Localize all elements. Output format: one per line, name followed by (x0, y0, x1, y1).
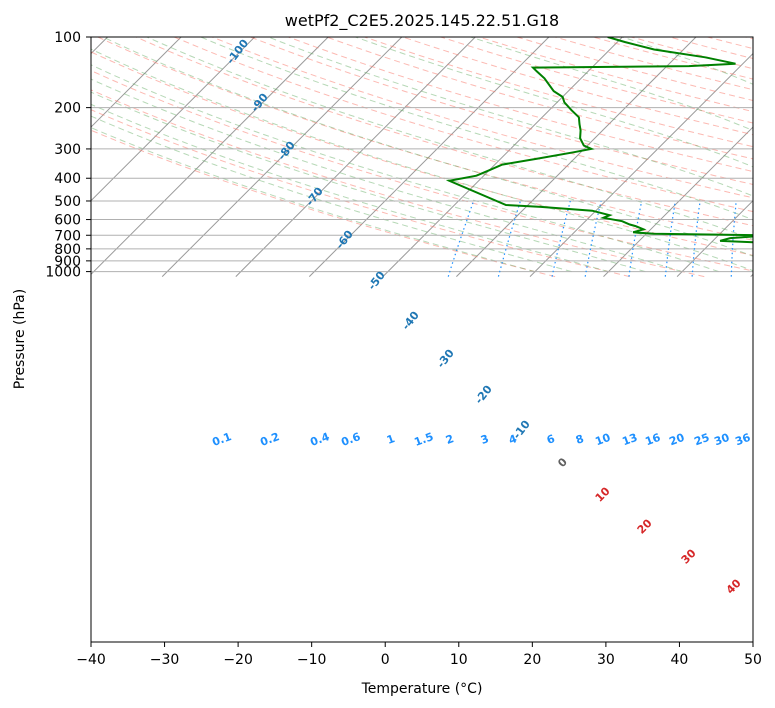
isotherm-line (91, 37, 256, 202)
isotherm-line (91, 37, 329, 276)
moist-adiabat-line (200, 37, 753, 221)
mixing-ratio-label: 6 (545, 432, 557, 447)
moist-adiabat-line (91, 64, 719, 273)
moist-adiabat-line (91, 78, 683, 273)
isotherm-line (235, 37, 476, 277)
mixing-ratio-line (691, 200, 701, 277)
dry-adiabat-line (364, 37, 753, 148)
x-tick-label: 20 (523, 652, 541, 668)
y-tick-label: 700 (54, 228, 81, 244)
x-tick-label: 10 (450, 652, 468, 668)
dry-adiabat-line (91, 89, 705, 278)
mixing-ratio-line (664, 200, 676, 277)
x-tick-label: −10 (297, 652, 327, 668)
isotherm-line (161, 37, 403, 277)
mixing-ratio-label: 2 (444, 432, 456, 447)
dry-adiabat-line (250, 37, 753, 185)
mixing-ratio-label: 8 (574, 432, 586, 447)
mixing-ratio-label: 13 (620, 431, 639, 448)
mixing-ratio-label: 20 (667, 431, 686, 449)
mixing-ratio-line (447, 200, 475, 277)
x-tick-label: 50 (744, 652, 762, 668)
x-tick-label: 40 (671, 652, 689, 668)
mixing-ratio-label: 1 (385, 432, 397, 447)
mixing-ratio-label: 0.6 (339, 430, 362, 449)
y-axis-label: Pressure (hPa) (12, 289, 28, 389)
x-tick-label: −40 (76, 652, 106, 668)
mixing-ratio-label: 1.5 (412, 430, 435, 449)
moist-adiabat-line (102, 37, 753, 257)
mixing-ratio-label: 4 (507, 432, 519, 447)
moist-adiabat-line (355, 37, 753, 168)
profiles (445, 37, 753, 244)
mixing-ratio-line (551, 200, 571, 277)
dry-adiabat-line (173, 37, 753, 213)
background-lines (91, 37, 753, 278)
y-tick-label: 300 (54, 142, 81, 158)
x-tick-label: −30 (150, 652, 180, 668)
mixing-ratio-label: 0.4 (308, 430, 331, 449)
plot-frame (90, 36, 754, 643)
x-tick-label: 0 (381, 652, 390, 668)
pressure-gridlines (91, 37, 753, 273)
isotherm-line (456, 37, 697, 277)
y-tick-label: 100 (54, 30, 81, 46)
moist-adiabat-line (91, 91, 646, 273)
isotherm-line (676, 199, 753, 277)
moist-adiabat-line (91, 127, 536, 273)
dry-adiabat-line (91, 109, 630, 278)
y-tick-label: 500 (54, 194, 81, 210)
mixing-ratio-label: 3 (479, 432, 491, 447)
dry-adiabat-line (326, 37, 753, 160)
mixing-ratio-label: 36 (733, 431, 752, 449)
mixing-ratio-label: 0.1 (210, 430, 233, 449)
x-axis-label: Temperature (°C) (361, 681, 483, 697)
dewpoint-profile-line (445, 37, 753, 244)
moist-adiabat-line (268, 37, 753, 197)
mixing-ratio-lines (447, 200, 737, 277)
y-tick-label: 900 (54, 254, 81, 270)
isotherm-line (529, 52, 753, 277)
moist-adiabat-line (91, 48, 753, 272)
mixing-ratio-label: 10 (593, 431, 612, 449)
y-tick-label: 200 (54, 101, 81, 117)
mixing-ratio-line (497, 200, 521, 277)
isotherm-line (603, 126, 753, 277)
x-axis: −40 −30 −20 −10 0 10 20 30 40 50 (76, 642, 762, 668)
y-tick-label: 600 (54, 213, 81, 229)
y-tick-label: 400 (54, 171, 81, 187)
y-tick-label: 800 (54, 242, 81, 258)
mixing-ratio-line (584, 200, 602, 277)
mixing-ratio-label: 0.2 (258, 430, 281, 449)
mixing-ratio-label: 25 (692, 431, 711, 448)
mixing-ratio-line (730, 200, 737, 277)
dry-adiabat-line (135, 37, 753, 227)
isotherm-line (91, 37, 182, 128)
isotherm-line (382, 37, 623, 277)
y-tick-label: 1000 (45, 265, 81, 281)
dry-adiabat-line (91, 51, 753, 256)
isotherm-line (308, 37, 550, 277)
moist-adiabat-line (91, 103, 609, 273)
mixing-ratio-line (628, 200, 643, 277)
dry-adiabat-line (91, 129, 556, 278)
mixing-ratio-label: 16 (643, 431, 662, 449)
mixing-ratio-label: 30 (712, 431, 731, 449)
dry-adiabat-line (97, 37, 753, 241)
moist-adiabat-line (91, 115, 572, 273)
chart-title: wetPf2_C2E5.2025.145.22.51.G18 (285, 11, 559, 31)
x-tick-label: 30 (597, 652, 615, 668)
moist-adiabat-line (146, 37, 753, 240)
x-tick-label: −20 (223, 652, 253, 668)
